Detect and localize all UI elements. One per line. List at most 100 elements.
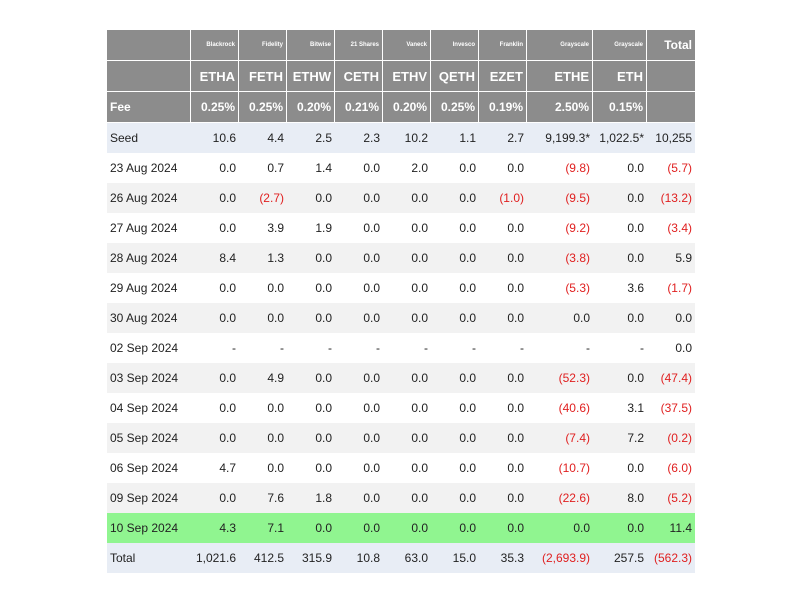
flow-cell: 0.0 xyxy=(383,213,431,243)
flow-cell: 0.0 xyxy=(383,423,431,453)
flow-cell: 0.0 xyxy=(527,303,593,333)
table-row: 03 Sep 2024 0.0 4.9 0.0 0.0 0.0 0.0 0.0 (52.3) 0.… xyxy=(107,363,695,393)
flow-cell: 0.0 xyxy=(191,213,239,243)
flow-cell: 0.0 xyxy=(287,363,335,393)
flow-cell: (22.6) xyxy=(527,483,593,513)
flow-cell: 0.0 xyxy=(191,273,239,303)
ticker-header: CETH xyxy=(335,61,383,92)
flow-cell: 0.0 xyxy=(593,453,647,483)
issuer-header: Fidelity xyxy=(239,30,287,61)
row-label: 06 Sep 2024 xyxy=(107,453,191,483)
table-row: 28 Aug 2024 8.4 1.3 0.0 0.0 0.0 0.0 0.0 (3.8) 0.0… xyxy=(107,243,695,273)
flow-cell: 0.0 xyxy=(383,303,431,333)
flow-cell: 0.0 xyxy=(431,453,479,483)
ticker-header: ETHV xyxy=(383,61,431,92)
row-label: 09 Sep 2024 xyxy=(107,483,191,513)
flow-cell: 0.0 xyxy=(335,393,383,423)
flow-cell: 1,021.6 xyxy=(191,543,239,573)
flow-cell: 0.0 xyxy=(431,153,479,183)
flow-cell: 1.3 xyxy=(239,243,287,273)
flow-cell: 0.0 xyxy=(239,393,287,423)
flow-cell: 0.0 xyxy=(479,393,527,423)
row-total-cell: 0.0 xyxy=(647,333,695,363)
row-label: 05 Sep 2024 xyxy=(107,423,191,453)
flow-cell: 0.0 xyxy=(287,273,335,303)
etf-flows-table-container: Blackrock Fidelity Bitwise 21 Shares Van… xyxy=(107,30,695,573)
flow-cell: 0.0 xyxy=(479,213,527,243)
flow-cell: 0.0 xyxy=(239,273,287,303)
fee-value: 0.25% xyxy=(239,92,287,123)
row-label: 26 Aug 2024 xyxy=(107,183,191,213)
flow-cell: 4.4 xyxy=(239,123,287,153)
table-row: Total 1,021.6 412.5 315.9 10.8 63.0 15.0 35.3 (2… xyxy=(107,543,695,573)
row-total-cell: (1.7) xyxy=(647,273,695,303)
flow-cell: 7.2 xyxy=(593,423,647,453)
flow-cell: 0.0 xyxy=(335,483,383,513)
flow-cell: 0.0 xyxy=(479,363,527,393)
flow-cell: 0.0 xyxy=(239,453,287,483)
table-row: 23 Aug 2024 0.0 0.7 1.4 0.0 2.0 0.0 0.0 (9.8) 0.0… xyxy=(107,153,695,183)
row-label: Seed xyxy=(107,123,191,153)
flow-cell: 7.1 xyxy=(239,513,287,543)
fee-header-row: Fee 0.25% 0.25% 0.20% 0.21% 0.20% 0.25% … xyxy=(107,92,695,123)
flow-cell: 0.0 xyxy=(527,513,593,543)
table-row: 29 Aug 2024 0.0 0.0 0.0 0.0 0.0 0.0 0.0 (5.3) 3.6… xyxy=(107,273,695,303)
table-body: Seed 10.6 4.4 2.5 2.3 10.2 1.1 2.7 9,199.3* 1,022… xyxy=(107,123,695,573)
flow-cell: 0.0 xyxy=(287,513,335,543)
flow-cell: (5.3) xyxy=(527,273,593,303)
header-corner xyxy=(107,61,191,92)
flow-cell: 7.6 xyxy=(239,483,287,513)
row-total-cell: 10,255 xyxy=(647,123,695,153)
flow-cell: 4.3 xyxy=(191,513,239,543)
flow-cell: (1.0) xyxy=(479,183,527,213)
flow-cell: 15.0 xyxy=(431,543,479,573)
flow-cell: - xyxy=(527,333,593,363)
row-total-cell: 11.4 xyxy=(647,513,695,543)
flow-cell: 8.0 xyxy=(593,483,647,513)
fee-value: 0.15% xyxy=(593,92,647,123)
fee-value: 0.20% xyxy=(287,92,335,123)
flow-cell: 1.9 xyxy=(287,213,335,243)
flow-cell: 0.0 xyxy=(335,423,383,453)
flow-cell: 0.0 xyxy=(479,453,527,483)
ticker-header: ETHE xyxy=(527,61,593,92)
header-blank xyxy=(647,92,695,123)
flow-cell: 10.8 xyxy=(335,543,383,573)
flow-cell: 0.0 xyxy=(191,423,239,453)
flow-cell: 0.0 xyxy=(239,303,287,333)
flow-cell: 0.0 xyxy=(593,183,647,213)
flow-cell: 0.7 xyxy=(239,153,287,183)
flow-cell: 0.0 xyxy=(593,513,647,543)
fee-value: 0.25% xyxy=(431,92,479,123)
flow-cell: 0.0 xyxy=(593,303,647,333)
flow-cell: (40.6) xyxy=(527,393,593,423)
flow-cell: 0.0 xyxy=(431,483,479,513)
flow-cell: - xyxy=(479,333,527,363)
fee-value: 0.20% xyxy=(383,92,431,123)
issuer-header: Grayscale xyxy=(593,30,647,61)
fee-value: 0.21% xyxy=(335,92,383,123)
table-row: 10 Sep 2024 4.3 7.1 0.0 0.0 0.0 0.0 0.0 0.0 0.0 11… xyxy=(107,513,695,543)
flow-cell: (3.8) xyxy=(527,243,593,273)
flow-cell: 0.0 xyxy=(431,393,479,423)
row-total-cell: (47.4) xyxy=(647,363,695,393)
flow-cell: 0.0 xyxy=(287,183,335,213)
ticker-header-row: ETHA FETH ETHW CETH ETHV QETH EZET ETHE … xyxy=(107,61,695,92)
flow-cell: 1.4 xyxy=(287,153,335,183)
row-total-cell: (3.4) xyxy=(647,213,695,243)
table-row: 27 Aug 2024 0.0 3.9 1.9 0.0 0.0 0.0 0.0 (9.2) 0.0… xyxy=(107,213,695,243)
flow-cell: - xyxy=(335,333,383,363)
flow-cell: 0.0 xyxy=(593,243,647,273)
flow-cell: 315.9 xyxy=(287,543,335,573)
flow-cell: 0.0 xyxy=(479,273,527,303)
flow-cell: 0.0 xyxy=(191,393,239,423)
flow-cell: 0.0 xyxy=(431,243,479,273)
flow-cell: 0.0 xyxy=(383,363,431,393)
flow-cell: 0.0 xyxy=(335,183,383,213)
row-label: 29 Aug 2024 xyxy=(107,273,191,303)
flow-cell: 0.0 xyxy=(335,513,383,543)
row-label: 30 Aug 2024 xyxy=(107,303,191,333)
row-label: 04 Sep 2024 xyxy=(107,393,191,423)
flow-cell: - xyxy=(239,333,287,363)
flow-cell: 2.3 xyxy=(335,123,383,153)
